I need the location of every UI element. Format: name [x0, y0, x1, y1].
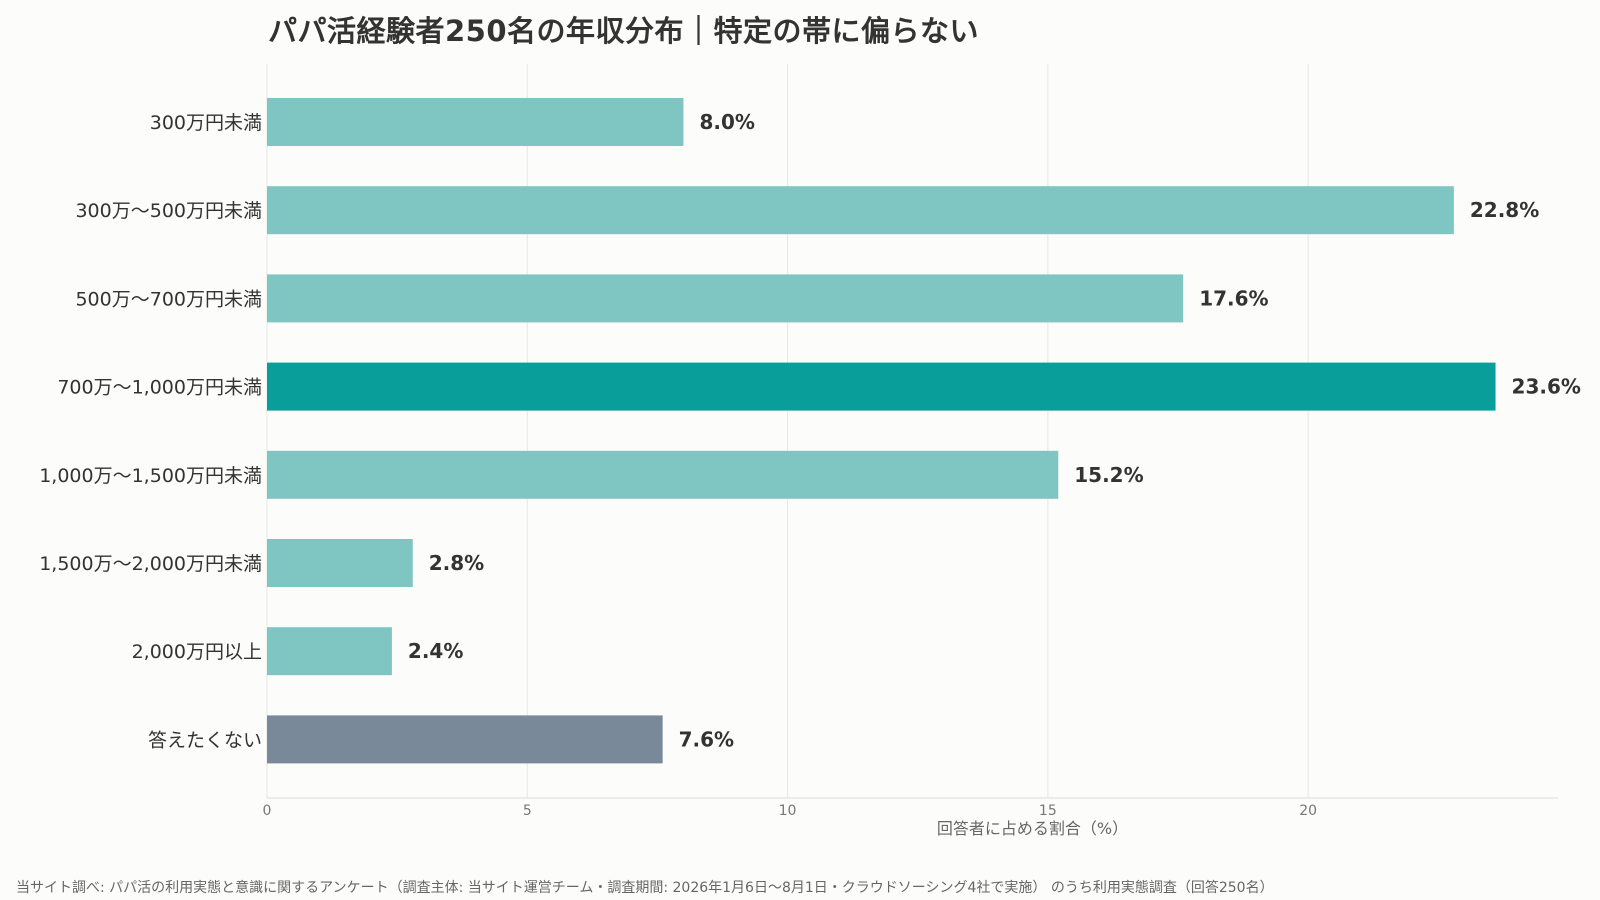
category-label: 2,000万円以上 — [132, 641, 262, 663]
chart-title: パパ活経験者250名の年収分布｜特定の帯に偏らない — [268, 14, 980, 48]
data-label: 17.6% — [1199, 286, 1268, 310]
source-note: 当サイト調べ: パパ活の利用実態と意識に関するアンケート（調査主体: 当サイト運… — [16, 880, 1274, 896]
bar — [267, 627, 392, 676]
x-tick-label: 0 — [263, 803, 272, 819]
bar-chart: 8.0% 22.8% 17.6% 23.6% 15.2% 2.8% 2.4% 7.6% 300… — [39, 64, 1581, 838]
x-tick-label: 20 — [1299, 803, 1317, 819]
category-label: 答えたくない — [148, 729, 262, 751]
category-label: 1,000万〜1,500万円未満 — [39, 465, 262, 487]
category-label: 1,500万〜2,000万円未満 — [39, 553, 262, 575]
bar — [267, 362, 1496, 411]
bar — [267, 715, 663, 764]
bar — [267, 98, 684, 146]
x-axis-title: 回答者に占める割合（%） — [937, 819, 1128, 838]
category-label: 700万〜1,000万円未満 — [57, 377, 262, 399]
data-label: 7.6% — [679, 727, 734, 751]
x-tick-label: 5 — [523, 803, 532, 819]
bar — [267, 186, 1454, 235]
data-label: 15.2% — [1074, 463, 1143, 487]
bar — [267, 539, 413, 587]
data-labels: 8.0% 22.8% 17.6% 23.6% 15.2% 2.8% 2.4% 7.6% — [408, 110, 1581, 751]
category-label: 500万〜700万円未満 — [75, 288, 262, 310]
bars — [267, 98, 1496, 764]
data-label: 22.8% — [1470, 198, 1539, 222]
category-label: 300万円未満 — [150, 112, 262, 134]
category-labels: 300万円未満 300万〜500万円未満 500万〜700万円未満 700万〜1,00… — [39, 112, 262, 751]
data-label: 2.4% — [408, 639, 463, 663]
bar — [267, 274, 1184, 323]
data-label: 2.8% — [429, 551, 484, 575]
data-label: 8.0% — [699, 110, 754, 134]
gridlines — [266, 64, 1309, 798]
bar — [267, 450, 1059, 499]
x-tick-label: 15 — [1039, 803, 1057, 819]
x-tick-label: 10 — [779, 803, 797, 819]
x-axis-ticks: 0 5 10 15 20 — [263, 803, 1318, 819]
data-label: 23.6% — [1512, 375, 1581, 399]
category-label: 300万〜500万円未満 — [75, 200, 262, 222]
